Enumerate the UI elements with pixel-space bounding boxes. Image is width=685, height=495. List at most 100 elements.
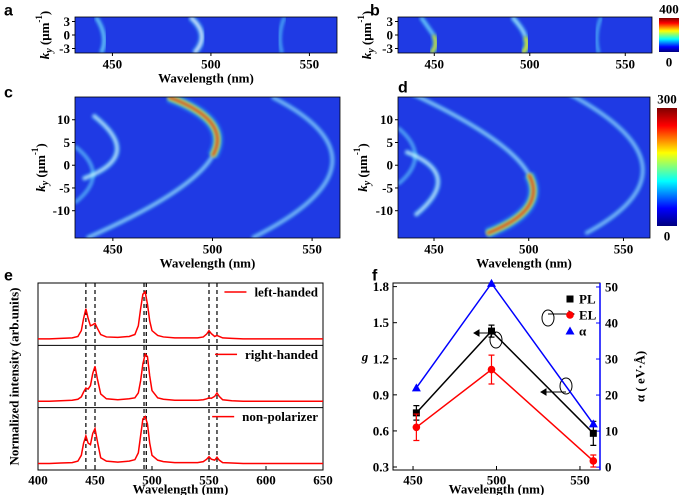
y-tick-label: 3 [387,14,394,29]
y2-tick-label: 50 [605,279,618,294]
mode-arc [251,97,334,238]
y-axis-label-part: k [355,185,370,192]
x-tick-label: 450 [85,473,105,488]
x-tick-label: 500 [519,242,539,257]
mode-arc [420,17,435,36]
x-tick-label: 500 [142,473,162,488]
y-axis-label: ky (μm-1) [352,143,373,192]
mode-arc [189,17,204,53]
colorbar-min-label: 0 [666,55,673,70]
colorbar [659,18,679,52]
panel-letter: c [4,85,13,102]
y-axis-label-part: k [359,52,374,59]
marker-circle [487,365,496,374]
y2-tick-label: 40 [605,315,618,330]
legend-label: PL [579,292,596,307]
panel-letter: a [4,3,13,20]
y-axis-label-part: y [366,48,377,54]
y-tick-label: 0.9 [373,387,390,402]
x-tick-label: 600 [256,473,276,488]
x-tick-label: 500 [203,242,223,257]
marker-triangle [411,383,421,392]
y-tick-label: 1.8 [373,279,390,294]
mode-arc [95,17,106,53]
mode-arc [511,17,527,37]
x-tick-label: 550 [199,473,219,488]
mode-arc [572,97,644,235]
x-axis-label: Wavelength (nm) [160,256,256,271]
colorbar-min-label: 0 [664,229,671,244]
y-tick-label: 0.3 [373,459,390,474]
colorbar-max-label: 400 [659,2,679,17]
marker-square [589,429,597,437]
mode-arc [82,114,119,180]
y2-tick-label: 20 [605,388,618,403]
x-tick-label: 550 [570,473,590,488]
y-tick-label: 1.2 [373,351,389,366]
x-tick-label: 450 [424,242,444,257]
legend-label: α [579,324,587,339]
plot-frame [37,282,324,471]
y-tick-label: 1.5 [373,315,390,330]
x-tick-label: 650 [313,473,333,488]
y-axis-label-part: -1 [352,147,362,155]
x-tick-label: 550 [616,57,636,72]
y-axis-label-part: (μm [33,155,48,181]
arrow-head [540,388,547,396]
y-tick-label: 10 [380,112,393,127]
y-tick-label: 3 [64,14,71,29]
mode-arc [429,34,438,53]
y-axis-label-part: ) [37,11,52,15]
legend-label: non-polarizer [242,409,318,424]
y-tick-label: 0 [64,158,71,173]
x-tick-label: 550 [302,242,322,257]
x-tick-label: 450 [103,57,123,72]
y-tick-label: 0 [64,28,71,43]
y-tick-label: 0 [387,158,394,173]
legend-marker [565,326,575,335]
y-axis-label-part: y [362,180,373,186]
series-line [415,282,594,425]
y-axis-label-part: k [37,52,52,59]
y-axis-label: Normalized intensity (arb.units) [7,287,22,465]
spectrum-line [38,415,323,465]
mode-arc [595,17,602,53]
heatmap-image [398,17,652,53]
x-tick-label: 450 [103,242,123,257]
x-axis-label: Wavelength (nm) [449,482,545,495]
legend-label: right-handed [245,347,319,362]
marker-triangle [588,419,598,428]
y2-tick-label: 10 [605,424,618,439]
x-tick-label: 500 [201,57,221,72]
panel-letter: f [372,268,378,285]
x-axis-label: Wavelength (nm) [133,482,229,495]
x-axis-label: Wavelength (nm) [476,256,572,271]
marker-circle [589,457,598,465]
colorbar-max-label: 300 [657,92,677,107]
x-tick-label: 500 [520,57,540,72]
marker-triangle [486,278,496,287]
y-axis-label-part: -1 [30,147,40,155]
y-tick-label: 5 [64,135,71,150]
heatmap-image [398,97,650,238]
plot-frame [397,96,651,239]
marker-square [412,409,420,417]
arrow-head [473,329,480,337]
colorbar [657,108,677,226]
y-axis-label: g [361,349,369,364]
y-axis-label-part: ) [359,11,374,15]
y-axis-label: ky (μm-1) [356,11,377,60]
x-tick-label: 400 [28,473,48,488]
y-axis-label-part: -1 [356,15,366,23]
legend-marker [566,311,574,319]
x-tick-label: 450 [425,57,445,72]
y-tick-label: 0.6 [373,423,390,438]
plot-frame [74,96,341,239]
y-axis-label-part: -1 [34,15,44,23]
y-axis-label-part: ) [33,143,48,147]
x-tick-label: 450 [403,473,423,488]
marker-circle [412,423,421,432]
y2-axis-label: α ( eV·Å) [633,351,648,402]
x-tick-label: 550 [614,242,634,257]
